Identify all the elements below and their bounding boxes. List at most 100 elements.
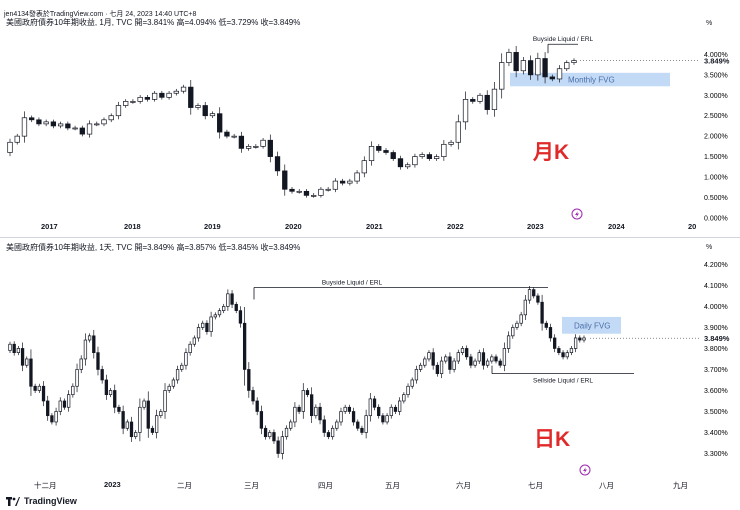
candle-down (267, 139, 273, 157)
candle-up (43, 121, 49, 125)
candle-up (21, 117, 28, 137)
candle-up (222, 306, 226, 311)
candle-up (83, 339, 88, 360)
x-label-sep: 九月 (673, 481, 688, 490)
candle-down (360, 427, 364, 433)
candle-down (426, 154, 433, 159)
candle-down (376, 146, 382, 151)
y-tick-label: 0.000% (704, 215, 728, 222)
candle-up (423, 358, 427, 366)
candle-down (548, 327, 553, 339)
daily-chart-header: 美國政府債券10年期收益, 1天, TVC 開=3.849% 高=3.857% … (6, 243, 301, 252)
candle-down (251, 390, 255, 402)
candle-up (565, 352, 569, 358)
window-title: jen4134發表於TradingView.com · 七月 24, 2023 … (4, 3, 196, 21)
monthly-chart-header: 美國政府債券10年期收益, 1月, TVC 開=3.841% 高=4.094% … (6, 18, 301, 27)
candle-up (166, 92, 172, 98)
liquidity-label: Buyside Liquid / ERL (533, 36, 594, 43)
candle-up (523, 299, 527, 316)
candle-up (159, 411, 163, 417)
x-label-feb: 二月 (177, 481, 192, 490)
candle-down (383, 150, 389, 153)
candle-down (448, 356, 452, 370)
candle-down (542, 58, 548, 78)
candle-down (578, 337, 582, 341)
candle-up (477, 94, 483, 102)
y-tick-label: 3.500% (704, 72, 728, 79)
candle-down (65, 123, 71, 129)
candle-up (8, 343, 12, 351)
candle-down (549, 76, 555, 80)
monthly-candlestick-chart[interactable]: 4.000% 3.500% 3.000% 2.500% 2.000% 1.500% 1.00… (0, 26, 740, 237)
candle-up (330, 427, 335, 438)
candle-up (397, 400, 402, 412)
candle-down (310, 394, 314, 417)
y-tick-label: 1.000% (704, 175, 728, 182)
candle-up (462, 99, 469, 123)
candle-down (303, 190, 310, 196)
candle-up (460, 348, 465, 353)
candle-up (115, 105, 122, 117)
lightning-glyph (575, 211, 579, 218)
x-label-aug: 八月 (599, 481, 614, 490)
x-label-2017: 2017 (41, 222, 58, 231)
candle-down (217, 113, 223, 133)
candle-up (335, 421, 339, 429)
candle-up (515, 322, 519, 328)
candle-down (274, 156, 281, 172)
lightning-icon[interactable] (579, 464, 591, 476)
candle-down (202, 105, 208, 117)
x-label-2023-daily: 2023 (104, 480, 121, 489)
candle-up (280, 436, 284, 454)
candle-down (20, 348, 25, 366)
candle-up (519, 314, 523, 324)
candle-up (296, 190, 302, 193)
candle-up (260, 139, 266, 147)
liquidity-label: Buyside Liquid / ERL (322, 280, 383, 287)
candle-up (439, 360, 444, 375)
candle-up (101, 119, 107, 125)
candle-up (231, 135, 237, 138)
candle-up (506, 335, 511, 349)
candle-up (569, 348, 574, 353)
candle-up (339, 411, 343, 423)
candle-down (540, 301, 544, 324)
candle-down (29, 358, 33, 387)
candle-up (506, 52, 512, 63)
candle-up (448, 141, 454, 145)
candle-up (217, 310, 222, 316)
y-tick-label: 2.500% (704, 113, 728, 120)
candle-up (571, 60, 577, 63)
liquidity-label: Sellside Liquid / ERL (533, 378, 593, 385)
candle-up (226, 293, 230, 307)
daily-candlestick-chart[interactable]: 4.200% 4.100% 4.000% 3.900% 3.800% 3.700% 3.60… (0, 250, 740, 478)
lightning-icon[interactable] (571, 208, 583, 220)
candle-up (368, 146, 375, 162)
candle-down (481, 352, 486, 366)
candle-down (100, 369, 104, 381)
daily-x-axis: 十二月 2023 二月 三月 四月 五月 六月 七月 八月 九月 (0, 480, 740, 494)
candle-down (230, 293, 234, 305)
candle-down (36, 119, 42, 125)
candle-up (343, 406, 347, 412)
x-label-jul: 七月 (528, 481, 543, 490)
candle-down (50, 121, 57, 127)
candle-up (71, 385, 75, 396)
y-tick-label: 3.300% (704, 451, 728, 458)
candle-up (455, 121, 461, 143)
candle-up (67, 394, 71, 408)
pane-divider (0, 237, 740, 238)
x-label-2023: 2023 (527, 222, 544, 231)
lightning-glyph (583, 467, 587, 474)
candle-up (364, 415, 368, 433)
candle-down (263, 427, 268, 438)
candle-down (92, 335, 96, 353)
candle-down (339, 180, 346, 184)
candle-down (146, 400, 150, 429)
candle-down (276, 440, 280, 454)
daily-big-label: 日K (534, 428, 571, 451)
candle-down (121, 411, 125, 429)
candle-up (414, 369, 419, 381)
y-tick-label: 0.500% (704, 195, 728, 202)
candle-down (356, 421, 360, 429)
